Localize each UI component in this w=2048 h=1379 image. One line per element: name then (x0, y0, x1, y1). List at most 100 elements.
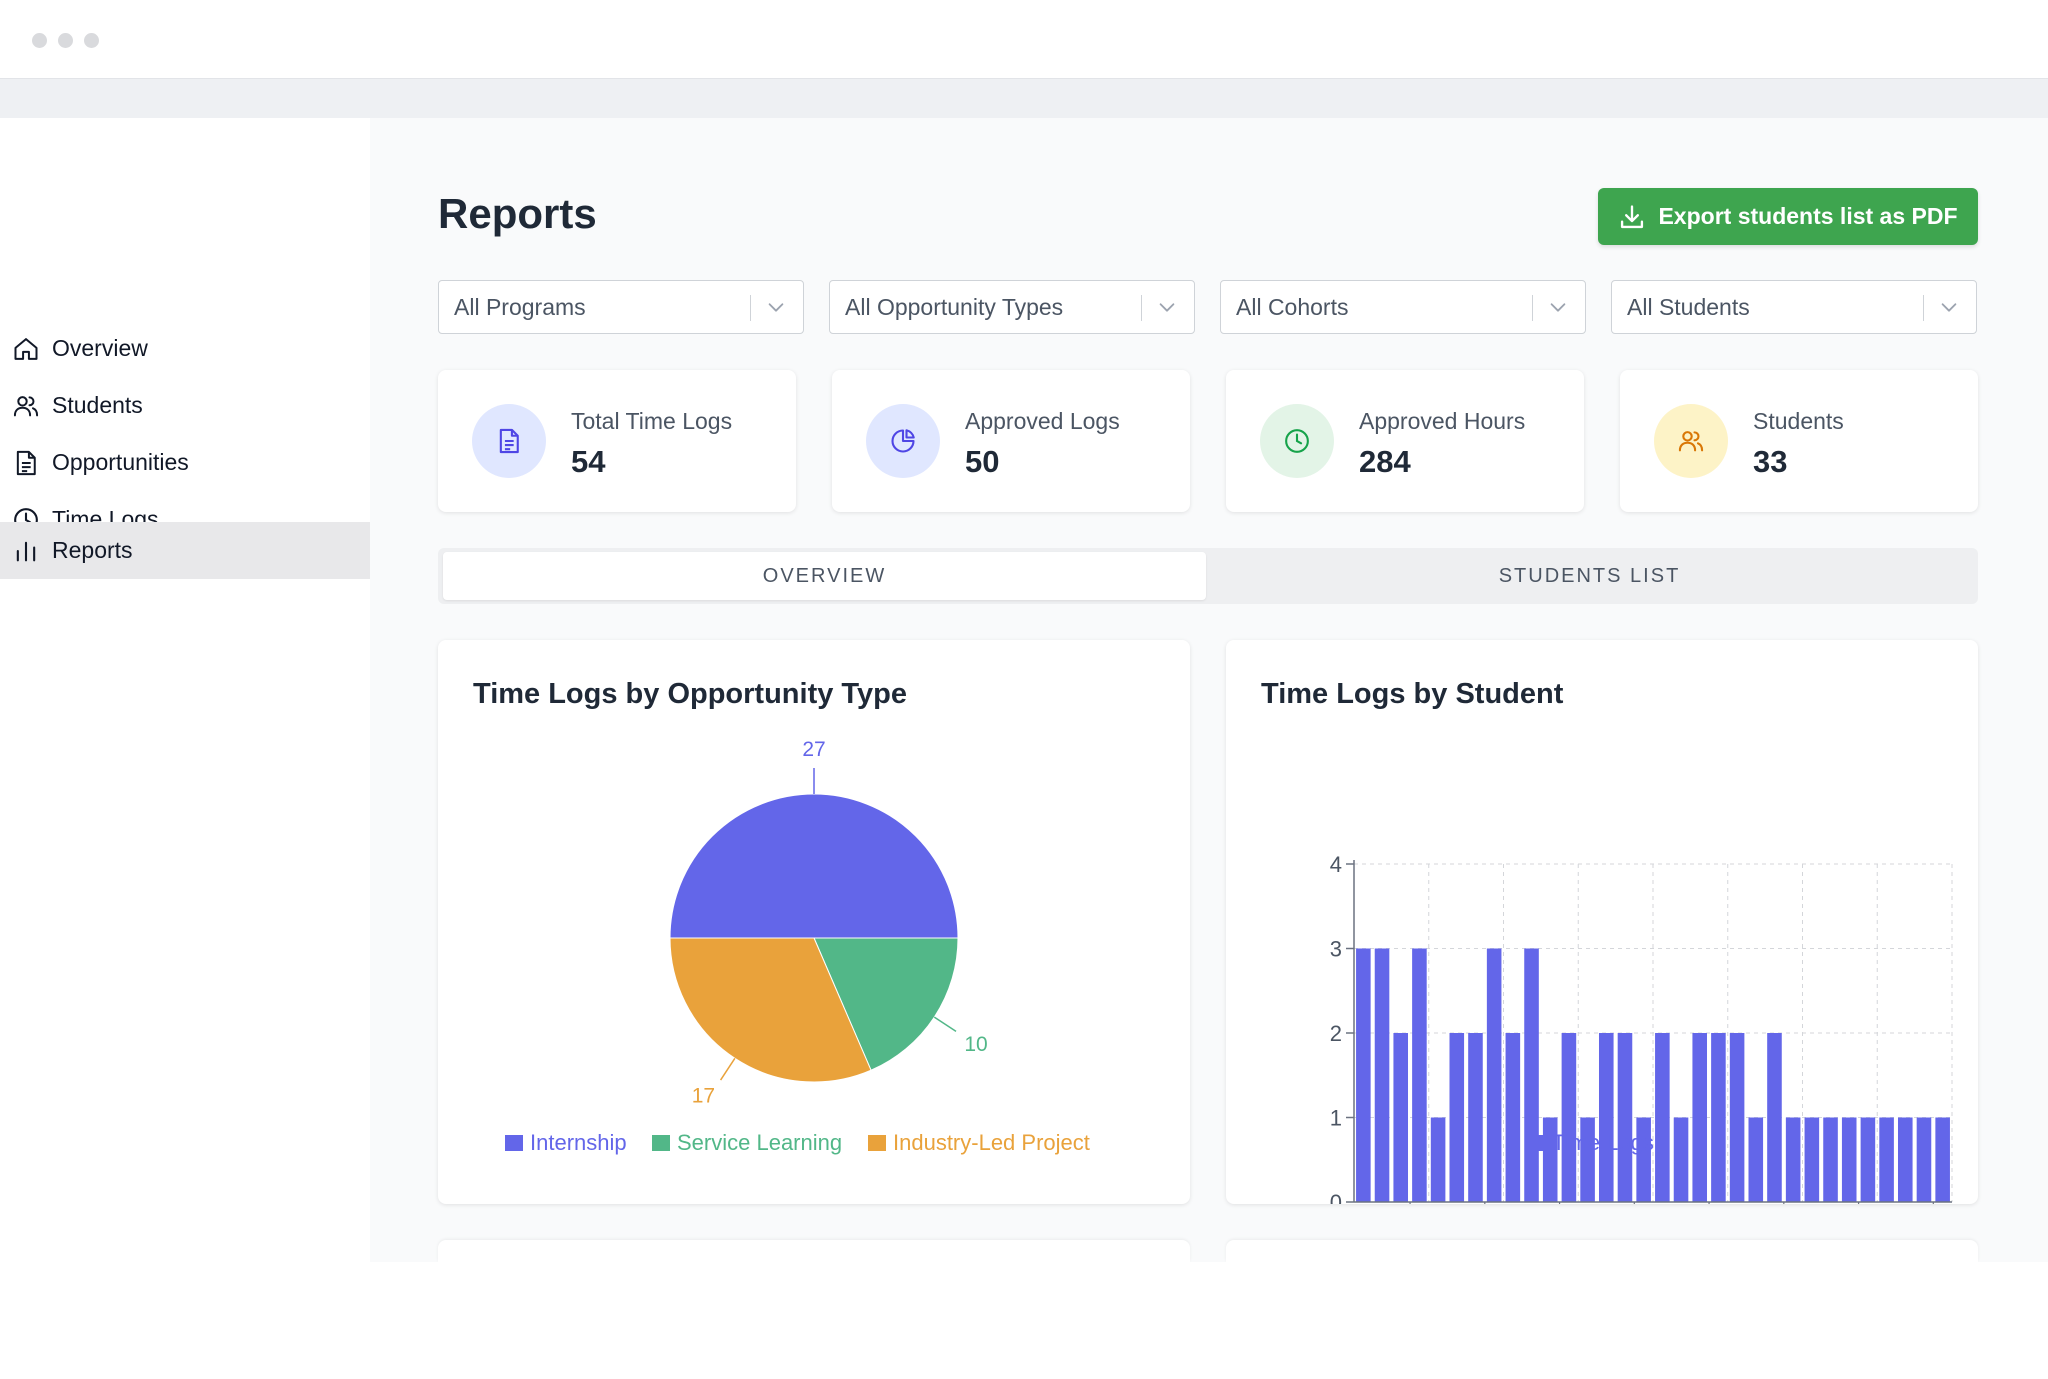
select-value: All Programs (454, 293, 586, 320)
sidebar-item-overview[interactable]: Overview (0, 320, 370, 377)
pie-data-label: 10 (964, 1033, 987, 1056)
export-button-label: Export students list as PDF (1658, 203, 1958, 229)
bar (1860, 1117, 1876, 1202)
bar (1524, 948, 1539, 1202)
sidebar-item-opportunities[interactable]: Opportunities (0, 434, 370, 491)
stat-label: Students (1753, 408, 1844, 434)
window-control-dot[interactable] (32, 33, 47, 48)
stat-label: Approved Hours (1359, 408, 1526, 434)
legend-item-industry-led-project[interactable]: Industry-Led Project (868, 1130, 1090, 1156)
stat-value: 50 (965, 444, 1000, 479)
program-filter-select[interactable]: All Programs (438, 280, 804, 334)
stat-card-approved-hours: Approved Hours 284 (1226, 370, 1584, 512)
report-tabs: OVERVIEW STUDENTS LIST (438, 548, 1978, 604)
bar (1393, 1033, 1409, 1202)
legend-label: Service Learning (677, 1130, 843, 1155)
document-icon (472, 404, 546, 478)
pie-chart-card: Time Logs by Opportunity Type 27 10 17 Int… (438, 640, 1190, 1204)
bar-chart: 01234S1003S1002S1014S1018S1019S1028S1024… (1330, 852, 1953, 1204)
sidebar-item-label: Students (52, 392, 143, 418)
y-tick-label: 0 (1330, 1190, 1342, 1204)
bar (1767, 1033, 1782, 1202)
bar (1449, 1033, 1465, 1202)
legend-label: Internship (530, 1130, 627, 1155)
users-icon (12, 392, 40, 420)
chart-card-partial (1226, 1240, 1978, 1262)
pie-slice (813, 937, 959, 1071)
pie-data-label: 17 (692, 1084, 715, 1107)
stat-card-approved-logs: Approved Logs 50 (832, 370, 1190, 512)
users-icon (1654, 404, 1728, 478)
bar (1486, 948, 1502, 1202)
bar (1729, 1033, 1745, 1202)
export-pdf-button[interactable]: Export students list as PDF (1598, 188, 1978, 245)
pie-data-label: 27 (802, 738, 825, 761)
legend-swatch (652, 1135, 670, 1151)
bar (1468, 1033, 1483, 1202)
bar (1505, 1033, 1521, 1202)
chart-title: Time Logs by Opportunity Type (473, 678, 907, 710)
bar (1542, 1117, 1558, 1202)
select-value: All Opportunity Types (845, 293, 1064, 320)
bar-chart-card: Time Logs by Student 01234S1003S1002S101… (1226, 640, 1978, 1204)
select-separator (1141, 295, 1142, 321)
bar (1916, 1117, 1932, 1202)
bar (1841, 1117, 1857, 1202)
main-content: Reports Export students list as PDF All … (370, 118, 2048, 1262)
pie-chart: 27 10 17 (669, 738, 988, 1107)
y-tick-label: 4 (1330, 852, 1342, 877)
legend-item-internship[interactable]: Internship (505, 1130, 627, 1156)
bar (1711, 1033, 1726, 1202)
bar (1655, 1033, 1670, 1202)
select-separator (1923, 295, 1924, 321)
pie-label-line (719, 1057, 736, 1081)
legend-item-service-learning[interactable]: Service Learning (652, 1130, 842, 1156)
pie-slice (669, 937, 872, 1083)
bar (1412, 948, 1427, 1202)
chevron-down-icon (1941, 303, 1957, 312)
chart-title: Time Logs by Student (1261, 678, 1564, 710)
bar (1356, 948, 1371, 1202)
window-control-dot[interactable] (84, 33, 99, 48)
bar (1673, 1117, 1689, 1202)
select-separator (750, 295, 751, 321)
bar (1692, 1033, 1708, 1202)
bar (1823, 1117, 1838, 1202)
bar (1748, 1117, 1764, 1202)
legend-label: Time Logs (1552, 1130, 1654, 1155)
sidebar: Overview Students Opportunities Time Log… (0, 118, 370, 1262)
sidebar-item-label: Opportunities (52, 449, 189, 475)
window-control-dot[interactable] (58, 33, 73, 48)
bar (1617, 1033, 1633, 1202)
sidebar-item-students[interactable]: Students (0, 377, 370, 434)
select-value: All Cohorts (1236, 293, 1349, 320)
bar (1804, 1117, 1820, 1202)
opportunity-type-filter-select[interactable]: All Opportunity Types (829, 280, 1195, 334)
legend-label: Industry-Led Project (893, 1130, 1090, 1155)
bar (1561, 1033, 1577, 1202)
tab-overview[interactable]: OVERVIEW (443, 552, 1206, 600)
page-footer-area (0, 1262, 2048, 1379)
chevron-down-icon (1550, 303, 1566, 312)
sidebar-item-label: Overview (52, 335, 148, 361)
legend-swatch (1527, 1135, 1545, 1151)
bar (1580, 1117, 1595, 1202)
select-separator (1532, 295, 1533, 321)
bar (1598, 1033, 1614, 1202)
chevron-down-icon (768, 303, 784, 312)
legend-swatch (868, 1135, 886, 1151)
stat-value: 284 (1359, 444, 1411, 479)
stat-value: 54 (571, 444, 606, 479)
y-tick-label: 1 (1330, 1106, 1342, 1131)
download-icon (1621, 204, 1644, 228)
legend-item-time-logs[interactable]: Time Logs (1527, 1130, 1654, 1156)
sidebar-item-reports[interactable]: Reports (0, 522, 370, 579)
legend-swatch (505, 1135, 523, 1151)
cohort-filter-select[interactable]: All Cohorts (1220, 280, 1586, 334)
address-bar-area (0, 79, 2048, 118)
pie-chart-icon (866, 404, 940, 478)
pie-label-line (933, 1016, 957, 1033)
student-filter-select[interactable]: All Students (1611, 280, 1977, 334)
bar (1879, 1117, 1894, 1202)
tab-students-list[interactable]: STUDENTS LIST (1498, 564, 1681, 587)
